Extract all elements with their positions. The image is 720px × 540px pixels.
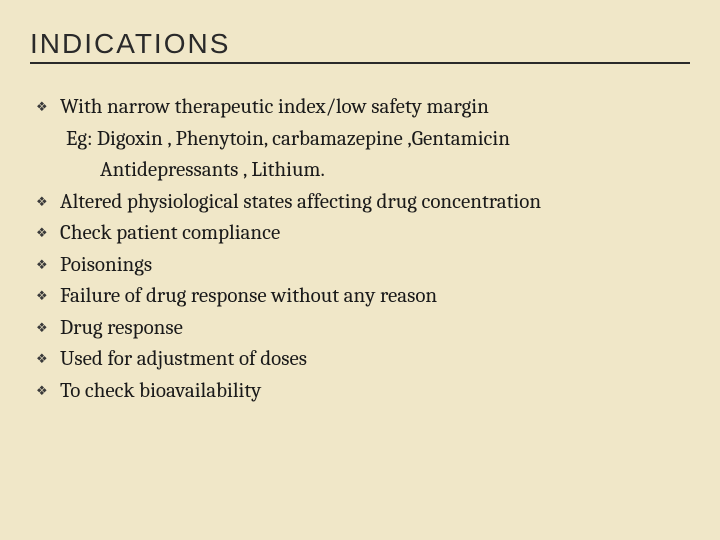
- list-item: ❖ With narrow therapeutic index/low safe…: [36, 92, 690, 124]
- list-item-subline: Antidepressants , Lithium.: [36, 155, 690, 187]
- bullet-icon: ❖: [36, 187, 60, 213]
- bullet-icon: ❖: [36, 92, 60, 118]
- list-item-subline: Eg: Digoxin , Phenytoin, carbamazepine ,…: [36, 124, 690, 156]
- bullet-icon: ❖: [36, 313, 60, 339]
- bullet-icon: ❖: [36, 218, 60, 244]
- bullet-icon: ❖: [36, 376, 60, 402]
- list-item: ❖ Failure of drug response without any r…: [36, 281, 690, 313]
- slide-title: INDICATIONS: [30, 28, 690, 60]
- slide-body: ❖ With narrow therapeutic index/low safe…: [30, 92, 690, 407]
- slide: INDICATIONS ❖ With narrow therapeutic in…: [0, 0, 720, 540]
- list-item: ❖ Poisonings: [36, 250, 690, 282]
- bullet-icon: ❖: [36, 344, 60, 370]
- list-item-text: With narrow therapeutic index/low safety…: [60, 92, 489, 124]
- bullet-icon: ❖: [36, 281, 60, 307]
- list-item-text: Failure of drug response without any rea…: [60, 281, 437, 313]
- list-item: ❖ To check bioavailability: [36, 376, 690, 408]
- list-item-text: To check bioavailability: [60, 376, 261, 408]
- list-item: ❖ Check patient compliance: [36, 218, 690, 250]
- list-item-text: Poisonings: [60, 250, 152, 282]
- list-item-text: Drug response: [60, 313, 183, 345]
- list-item-text: Altered physiological states affecting d…: [60, 187, 541, 219]
- list-item: ❖ Altered physiological states affecting…: [36, 187, 690, 219]
- list-item: ❖ Used for adjustment of doses: [36, 344, 690, 376]
- list-item: ❖ Drug response: [36, 313, 690, 345]
- bullet-icon: ❖: [36, 250, 60, 276]
- title-rule: INDICATIONS: [30, 28, 690, 64]
- list-item-text: Used for adjustment of doses: [60, 344, 307, 376]
- list-item-text: Check patient compliance: [60, 218, 280, 250]
